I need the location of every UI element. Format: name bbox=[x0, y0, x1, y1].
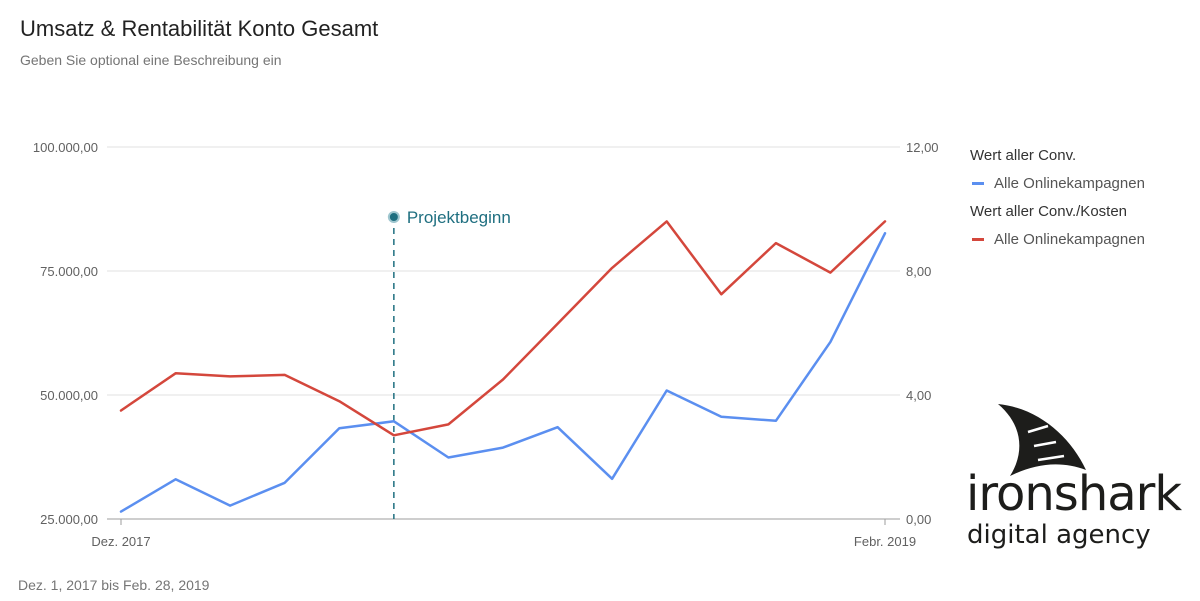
annotation-marker bbox=[387, 211, 400, 223]
legend-group-value-per-cost: Wert aller Conv./Kosten bbox=[970, 203, 1128, 220]
legend-swatch-red bbox=[972, 237, 984, 241]
chart-title: Umsatz & Rentabilität Konto Gesamt bbox=[20, 16, 379, 41]
chart-subtitle: Geben Sie optional eine Beschreibung ein bbox=[20, 52, 282, 68]
y-right-tick-label: 4,00 bbox=[906, 388, 931, 403]
annotation-label: Projektbeginn bbox=[407, 208, 511, 227]
series-line-value-per-cost bbox=[119, 220, 887, 437]
legend-group-conversion-value: Wert aller Conv. bbox=[970, 147, 1077, 164]
y-left-tick-label: 25.000,00 bbox=[40, 512, 98, 527]
series-line-conversion-value bbox=[119, 232, 887, 513]
y-left-tick-label: 100.000,00 bbox=[33, 140, 98, 155]
legend-entry-label: Alle Onlinekampagnen bbox=[994, 175, 1145, 192]
date-range: Dez. 1, 2017 bis Feb. 28, 2019 bbox=[18, 577, 210, 593]
y-left-tick-label: 75.000,00 bbox=[40, 264, 98, 279]
line-chart: 25.000,00 50.000,00 75.000,00 100.000,00 0,0… bbox=[33, 140, 939, 549]
legend-entry-value-per-cost[interactable]: Alle Onlinekampagnen bbox=[970, 229, 1145, 257]
y-right-tick-label: 0,00 bbox=[906, 512, 931, 527]
x-tick-label: Febr. 2019 bbox=[854, 534, 916, 549]
y-right-tick-label: 12,00 bbox=[906, 140, 939, 155]
legend-entry-conversion-value[interactable]: Alle Onlinekampagnen bbox=[970, 173, 1145, 201]
shark-fin-icon bbox=[998, 404, 1086, 476]
y-right-tick-label: 8,00 bbox=[906, 264, 931, 279]
logo-wordmark: ironshark bbox=[966, 466, 1182, 522]
legend: Wert aller Conv. Alle Onlinekampagnen We… bbox=[970, 145, 1145, 257]
ironshark-logo: ironshark digital agency bbox=[960, 402, 1195, 552]
legend-swatch-blue bbox=[972, 181, 984, 185]
x-tick-label: Dez. 2017 bbox=[91, 534, 150, 549]
logo-tagline: digital agency bbox=[967, 520, 1151, 550]
y-left-tick-label: 50.000,00 bbox=[40, 388, 98, 403]
legend-entry-label: Alle Onlinekampagnen bbox=[994, 231, 1145, 248]
